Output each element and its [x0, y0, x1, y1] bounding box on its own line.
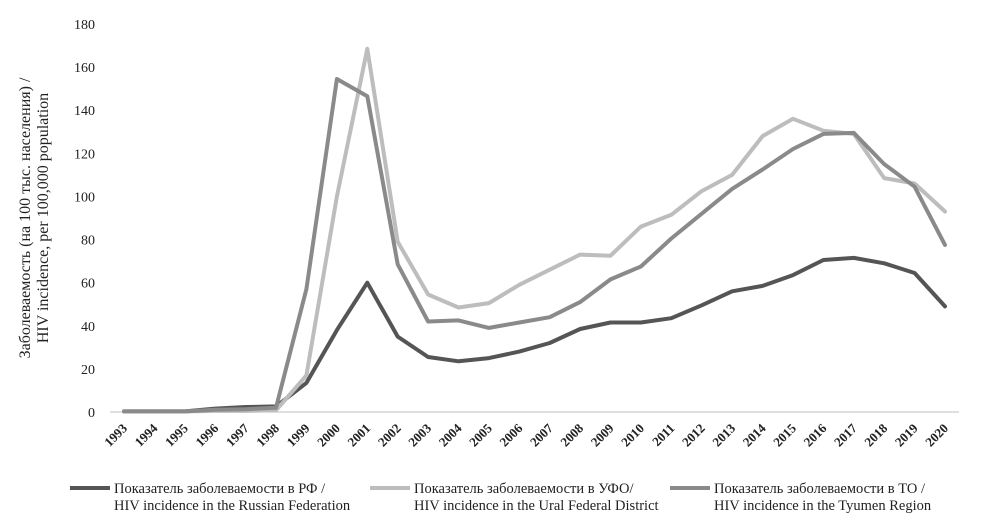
x-tick-label: 2019: [892, 420, 921, 449]
x-tick-label: 2014: [740, 420, 769, 449]
x-tick-label: 2020: [922, 421, 951, 450]
x-tick-label: 1996: [192, 420, 221, 449]
x-tick-label: 2012: [679, 421, 708, 450]
series-line-2: [122, 46, 947, 414]
legend-label-1-line-1: Показатель заболеваемости в РФ /: [114, 481, 326, 497]
x-tick-label: 2015: [770, 420, 799, 449]
x-tick-label: 2000: [314, 421, 343, 450]
legend-label-2-line-1: Показатель заболеваемости в УФО/: [414, 481, 635, 497]
legend-label-3-line-2: HIV incidence in the Tyumen Region: [714, 498, 932, 514]
series-line-1: [122, 255, 947, 414]
series-lines: [122, 46, 947, 414]
x-tick-label: 2007: [527, 420, 556, 449]
x-tick-label: 2017: [831, 420, 860, 449]
y-axis-ticks: 0 20 40 60 80 100 120 140 160 180: [74, 18, 95, 421]
x-tick-label: 2006: [496, 420, 525, 449]
x-tick-label: 1999: [284, 420, 313, 449]
x-tick-label: 2002: [375, 421, 404, 450]
y-axis-title-line-2: HIV incidence, per 100,000 population: [35, 93, 52, 343]
y-tick-label: 140: [74, 104, 95, 119]
x-tick-label: 2011: [649, 421, 677, 449]
x-tick-label: 1998: [253, 420, 282, 449]
series-line-3: [122, 77, 947, 414]
y-tick-label: 20: [81, 363, 95, 378]
x-tick-label: 2010: [618, 421, 647, 450]
legend-label-1-line-2: HIV incidence in the Russian Federation: [114, 498, 351, 514]
x-tick-label: 2013: [709, 420, 738, 449]
x-tick-label: 2008: [557, 420, 586, 449]
x-tick-label: 2003: [405, 420, 434, 449]
legend-label-3-line-1: Показатель заболеваемости в ТО /: [714, 481, 926, 497]
y-tick-label: 80: [81, 234, 95, 249]
legend: Показатель заболеваемости в РФ /HIV inci…: [70, 481, 932, 514]
x-tick-label: 2004: [436, 420, 465, 449]
y-tick-label: 100: [74, 190, 95, 205]
y-axis-title: Заболеваемость (на 100 тыс. населения) /…: [17, 77, 52, 358]
y-tick-label: 0: [88, 406, 95, 421]
y-tick-label: 160: [74, 61, 95, 76]
x-tick-label: 2016: [801, 420, 830, 449]
x-tick-label: 2005: [466, 420, 495, 449]
x-tick-label: 2001: [344, 421, 373, 450]
x-tick-label: 1994: [132, 420, 161, 449]
x-axis-ticks: 1993 1994 1995 1996 1997 1998 1999 2000 2001 2002…: [101, 420, 951, 449]
x-tick-label: 1995: [162, 420, 191, 449]
x-tick-label: 1993: [101, 420, 130, 449]
y-tick-label: 40: [81, 320, 95, 335]
x-tick-label: 2009: [588, 420, 617, 449]
legend-label-2-line-2: HIV incidence in the Ural Federal Distri…: [414, 498, 659, 514]
x-tick-label: 1997: [223, 420, 252, 449]
x-tick-label: 2018: [861, 420, 890, 449]
y-axis-title-line-1: Заболеваемость (на 100 тыс. населения) /: [17, 77, 34, 358]
y-tick-label: 120: [74, 147, 95, 162]
y-tick-label: 60: [81, 277, 95, 292]
y-tick-label: 180: [74, 18, 95, 33]
